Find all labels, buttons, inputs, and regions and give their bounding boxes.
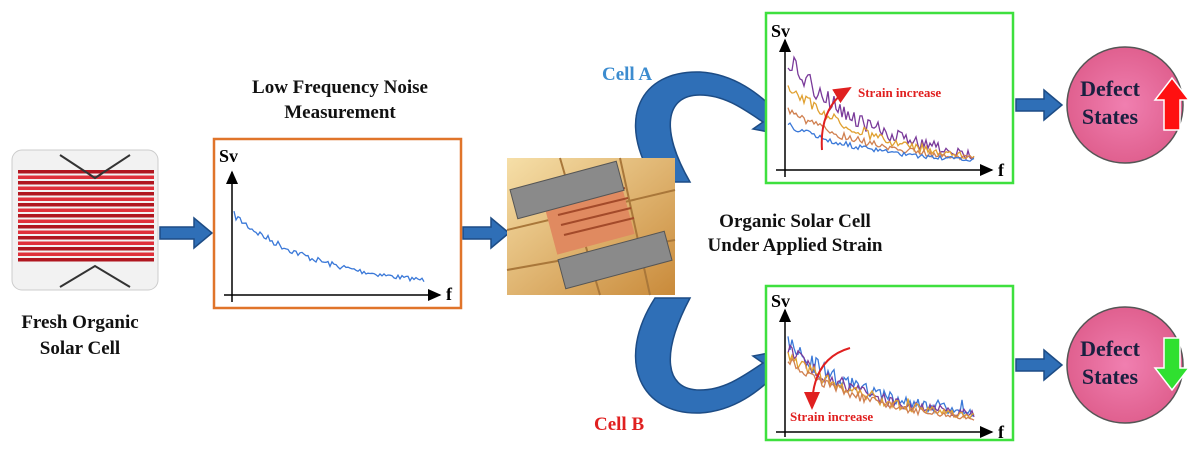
fresh-label: Fresh Organic [21, 312, 138, 333]
strain-annotation: Strain increase [790, 409, 873, 424]
fresh-label: Solar Cell [40, 338, 120, 359]
noise-curve [787, 357, 975, 421]
cell-stripe [18, 241, 154, 245]
x-axis-label: f [998, 422, 1005, 442]
noise-curve [233, 210, 425, 283]
cell-stripe [18, 197, 154, 201]
cell-stripe [18, 236, 154, 240]
result-label: States [1082, 364, 1139, 389]
result-label: Defect [1080, 336, 1141, 361]
decrease-arrow [1153, 337, 1190, 392]
strain-annotation: Strain increase [858, 85, 941, 100]
cell-stripe [18, 247, 154, 251]
result-label: States [1082, 104, 1139, 129]
strain-arrow [804, 347, 851, 410]
result-circle [1066, 306, 1184, 424]
cell-stripe [18, 258, 154, 262]
cell-stripe [18, 186, 154, 190]
measurement-title: Measurement [284, 102, 396, 123]
strain-device-image [506, 157, 676, 296]
noise-curve [787, 55, 975, 161]
y-axis-label: Sv [219, 146, 238, 166]
measurement-box [212, 137, 463, 310]
cell-stripe [18, 203, 154, 207]
cell-stripe [18, 175, 154, 179]
cell-stripe [18, 214, 154, 218]
increase-arrow [1153, 76, 1190, 131]
flow-arrows [159, 71, 1064, 414]
cell-stripe [18, 230, 154, 234]
noise-curve [787, 336, 975, 418]
cell-b-label: Cell B [594, 414, 644, 435]
cell-stripe [18, 208, 154, 212]
result-circle [1066, 46, 1184, 164]
noise-curve [787, 122, 975, 162]
cell-a-label: Cell A [602, 64, 652, 85]
solar-cell-image [11, 149, 159, 291]
measurement-title: Low Frequency Noise [252, 77, 428, 98]
strain-arrow [820, 86, 852, 151]
cell-stripe [18, 225, 154, 229]
x-axis-label: f [998, 160, 1005, 180]
x-axis-label: f [446, 284, 453, 304]
y-axis-label: Sv [771, 21, 790, 41]
result-label: Defect [1080, 76, 1141, 101]
cell-stripe [18, 219, 154, 223]
strain-label: Organic Solar Cell [719, 211, 871, 232]
y-axis-label: Sv [771, 291, 790, 311]
noise-curve [787, 107, 975, 161]
cell-stripe [18, 181, 154, 185]
cell-stripe [18, 252, 154, 256]
strain-label: Under Applied Strain [708, 235, 883, 256]
cell-stripe [18, 192, 154, 196]
